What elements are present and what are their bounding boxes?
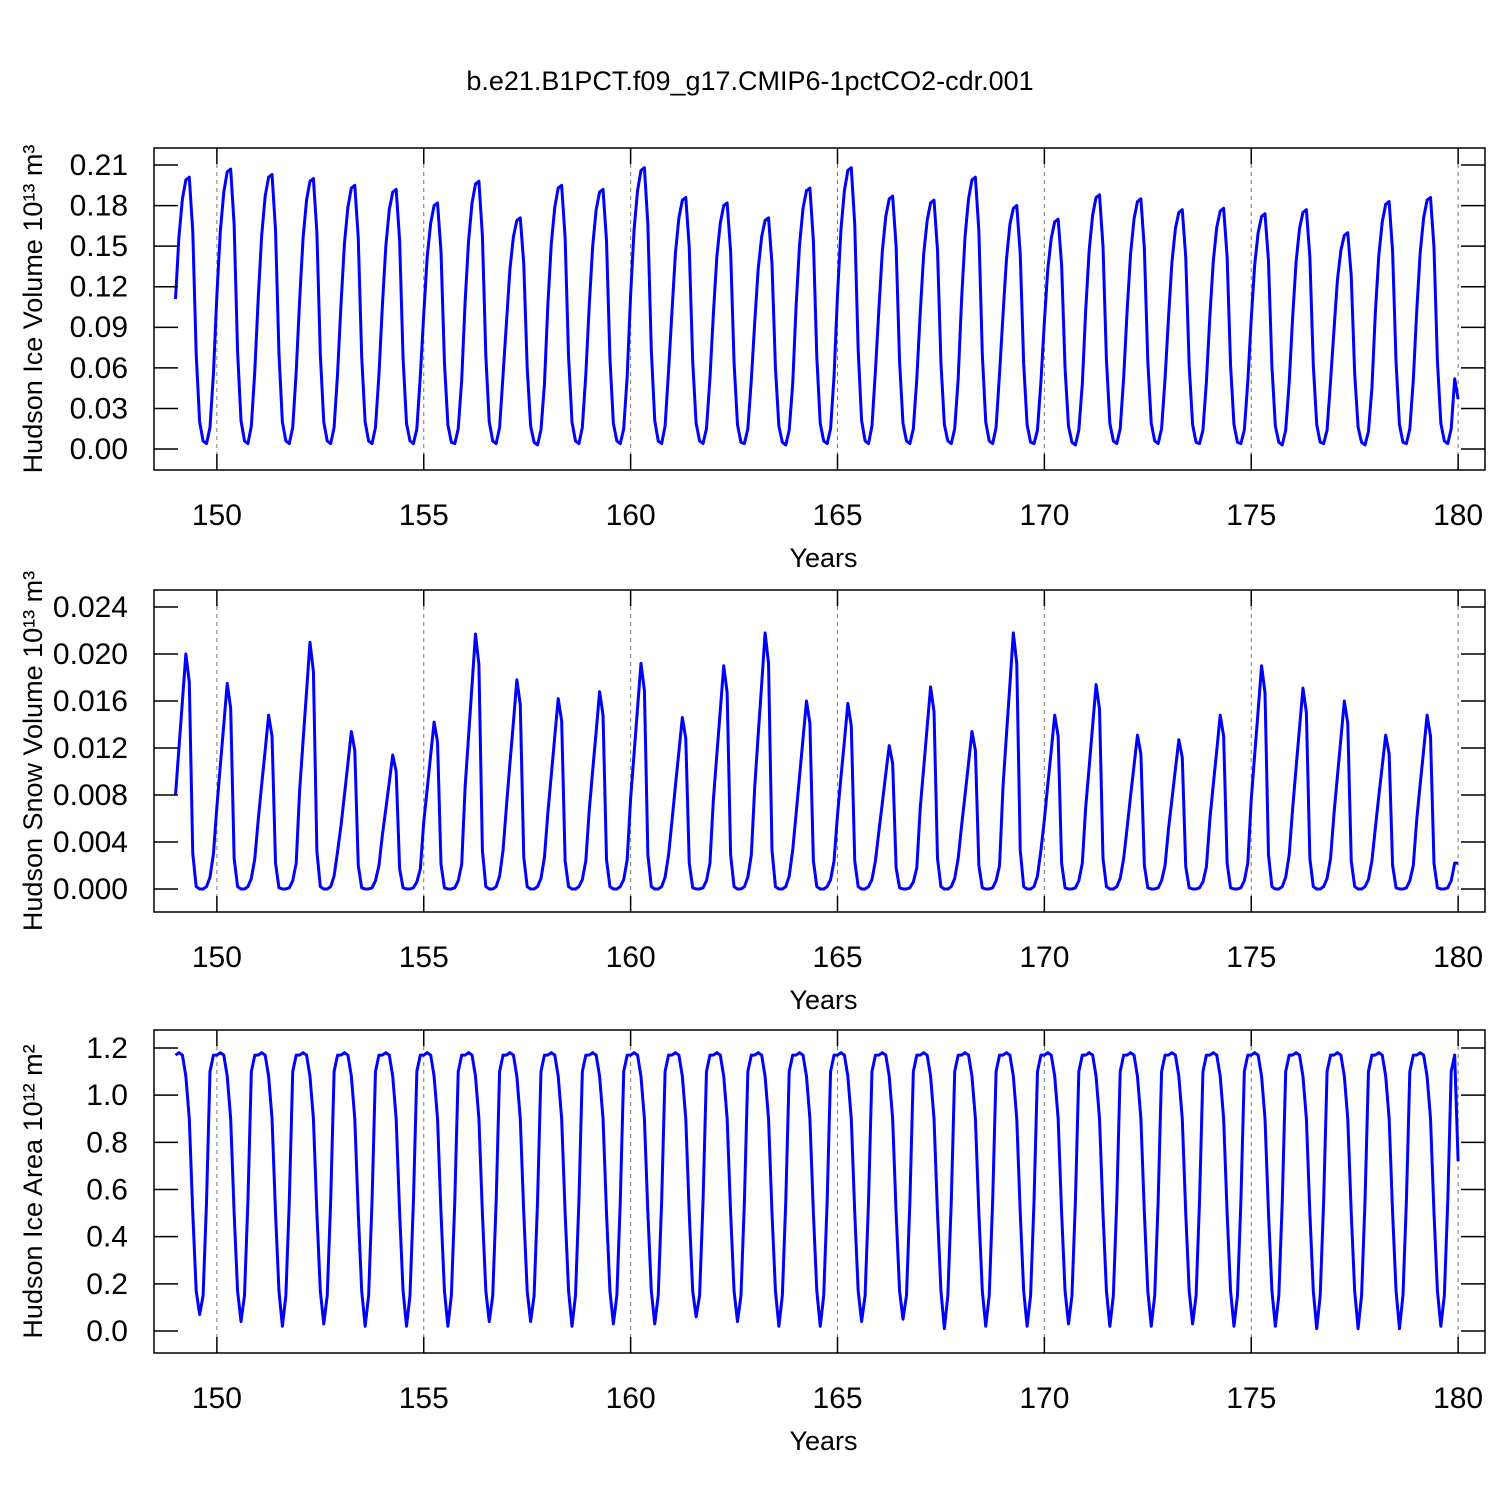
x-tick-label: 180: [1433, 941, 1483, 974]
x-tick-label: 160: [606, 1382, 656, 1415]
x-tick-label: 170: [1019, 1382, 1069, 1415]
y-tick-label: 0.09: [70, 311, 128, 344]
x-tick-label: 155: [399, 941, 449, 974]
y-tick-label: 0.8: [86, 1126, 128, 1159]
y-axis-label: Hudson Ice Area 10¹² m²: [18, 1044, 48, 1338]
x-tick-label: 170: [1019, 941, 1069, 974]
y-tick-label: 0.004: [53, 826, 128, 859]
y-axis-label: Hudson Ice Volume 10¹³ m³: [18, 145, 48, 474]
y-tick-label: 0.12: [70, 271, 128, 304]
y-tick-label: 0.6: [86, 1173, 128, 1206]
x-tick-label: 165: [812, 941, 862, 974]
x-axis-label: Years: [789, 543, 857, 573]
x-tick-label: 180: [1433, 499, 1483, 532]
y-tick-label: 0.016: [53, 685, 128, 718]
panel: 0.0 0.2 0.4 0.6 0.8 1.0 1.2 150 155 160 165 170 175 1…: [18, 1029, 1486, 1456]
y-tick-label: 0.2: [86, 1268, 128, 1301]
x-tick-label: 160: [606, 941, 656, 974]
x-tick-label: 180: [1433, 1382, 1483, 1415]
y-tick-label: 0.008: [53, 779, 128, 812]
y-axis-label: Hudson Snow Volume 10¹³ m³: [18, 571, 48, 931]
figure-title: b.e21.B1PCT.f09_g17.CMIP6-1pctCO2-cdr.00…: [466, 66, 1033, 96]
y-tick-label: 0.4: [86, 1221, 128, 1254]
plot-frame: [153, 589, 1486, 913]
x-tick-label: 175: [1226, 499, 1276, 532]
data-line: [174, 166, 1460, 447]
y-tick-label: 0.0: [86, 1315, 128, 1348]
plot-frame: [153, 147, 1486, 471]
x-tick-label: 170: [1019, 499, 1069, 532]
y-tick-label: 0.06: [70, 352, 128, 385]
y-tick-label: 1.0: [86, 1079, 128, 1112]
x-tick-label: 155: [399, 1382, 449, 1415]
y-tick-label: 0.000: [53, 873, 128, 906]
y-tick-label: 0.15: [70, 230, 128, 263]
plot-frame: [153, 1029, 1486, 1354]
y-tick-label: 0.00: [70, 433, 128, 466]
x-axis-label: Years: [789, 1426, 857, 1456]
x-axis-label: Years: [789, 985, 857, 1015]
x-tick-label: 150: [192, 1382, 242, 1415]
x-tick-label: 160: [606, 499, 656, 532]
panel: 0.000 0.004 0.008 0.012 0.016 0.020 0.024 150 15…: [18, 571, 1486, 1015]
x-tick-label: 150: [192, 499, 242, 532]
y-tick-label: 0.012: [53, 732, 128, 765]
y-tick-label: 0.024: [53, 591, 128, 624]
x-tick-label: 175: [1226, 941, 1276, 974]
x-tick-label: 150: [192, 941, 242, 974]
y-tick-label: 0.03: [70, 392, 128, 425]
panel: 0.00 0.03 0.06 0.09 0.12 0.15 0.18 0.21 150 155 16…: [18, 145, 1486, 573]
data-line: [174, 1051, 1460, 1331]
y-tick-label: 0.18: [70, 190, 128, 223]
y-tick-label: 0.020: [53, 638, 128, 671]
data-line: [174, 631, 1459, 891]
y-tick-label: 1.2: [86, 1032, 128, 1065]
x-tick-label: 165: [812, 1382, 862, 1415]
y-tick-label: 0.21: [70, 149, 128, 182]
x-tick-label: 165: [812, 499, 862, 532]
x-tick-label: 175: [1226, 1382, 1276, 1415]
x-tick-label: 155: [399, 499, 449, 532]
